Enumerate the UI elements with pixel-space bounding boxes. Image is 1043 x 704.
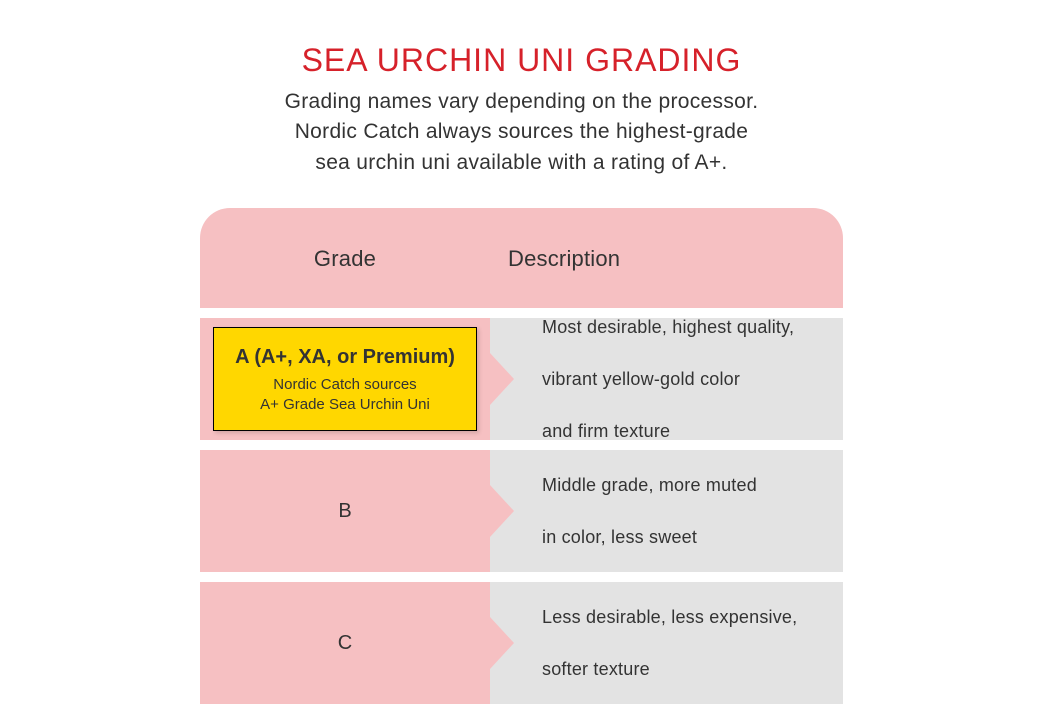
grade-cell: C: [200, 582, 490, 704]
arrow-notch-icon: [490, 353, 514, 405]
desc-line: Middle grade, more muted: [542, 472, 833, 498]
arrow-notch-icon: [490, 485, 514, 537]
grade-label-primary: A (A+, XA, or Premium): [235, 346, 455, 369]
table-row: A (A+, XA, or Premium) Nordic Catch sour…: [200, 318, 843, 440]
grade-cell: B: [200, 450, 490, 572]
page-title: SEA URCHIN UNI GRADING: [0, 42, 1043, 79]
page-container: SEA URCHIN UNI GRADING Grading names var…: [0, 0, 1043, 704]
grade-highlight-box: A (A+, XA, or Premium) Nordic Catch sour…: [213, 327, 477, 431]
grading-table: Grade Description A (A+, XA, or Premium)…: [200, 208, 843, 704]
desc-cell: Most desirable, highest quality, vibrant…: [490, 318, 843, 440]
table-row: B Middle grade, more muted in color, les…: [200, 450, 843, 572]
desc-cell: Middle grade, more muted in color, less …: [490, 450, 843, 572]
header-grade-label: Grade: [314, 246, 376, 272]
grade-cell: A (A+, XA, or Premium) Nordic Catch sour…: [200, 318, 490, 440]
subtitle-line: sea urchin uni available with a rating o…: [315, 151, 727, 174]
grade-label-primary: B: [338, 500, 351, 523]
header-grade-cell: Grade: [200, 208, 490, 308]
grade-label-secondary: Nordic Catch sources A+ Grade Sea Urchin…: [260, 375, 430, 416]
header-desc-label: Description: [508, 243, 833, 275]
desc-cell: Less desirable, less expensive, softer t…: [490, 582, 843, 704]
arrow-notch-icon: [490, 617, 514, 669]
desc-line: vibrant yellow-gold color: [542, 366, 833, 392]
subtitle-line: Grading names vary depending on the proc…: [285, 90, 759, 113]
desc-line: Most desirable, highest quality,: [542, 314, 833, 340]
page-subtitle: Grading names vary depending on the proc…: [0, 87, 1043, 178]
desc-line: and firm texture: [542, 418, 833, 444]
table-row: C Less desirable, less expensive, softer…: [200, 582, 843, 704]
subtitle-line: Nordic Catch always sources the highest-…: [295, 120, 749, 143]
grade-label-primary: C: [338, 632, 352, 655]
table-header-row: Grade Description: [200, 208, 843, 308]
desc-line: softer texture: [542, 656, 833, 682]
desc-line: Less desirable, less expensive,: [542, 604, 833, 630]
desc-line: in color, less sweet: [542, 524, 833, 550]
header-desc-cell: Description: [490, 208, 843, 308]
